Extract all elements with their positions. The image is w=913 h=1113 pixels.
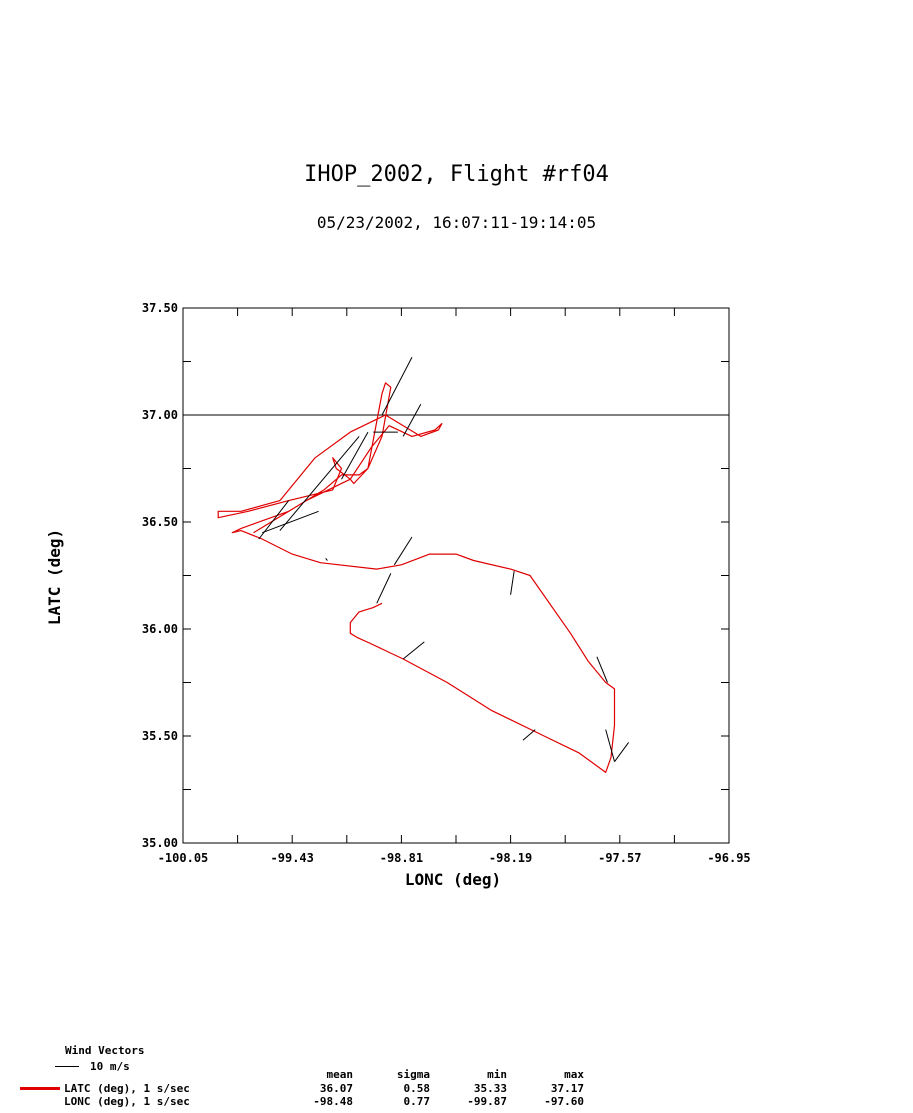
- wind-vector: [341, 431, 369, 480]
- x-tick-label: -98.81: [380, 851, 423, 865]
- wind-vector: [262, 510, 319, 534]
- wind-vector: [381, 356, 413, 416]
- lonc-max: -97.60: [544, 1095, 584, 1108]
- y-axis-label: LATC (deg): [45, 529, 64, 625]
- wind-vector: [325, 558, 328, 561]
- lonc-sigma: 0.77: [403, 1095, 431, 1108]
- wind-vector: [258, 500, 290, 540]
- x-axis-label: LONC (deg): [405, 870, 501, 889]
- x-tick-label: -99.43: [271, 851, 314, 865]
- stats-header-min: min: [487, 1068, 507, 1081]
- latc-mean: 36.07: [319, 1082, 353, 1095]
- stats-header-sigma: sigma: [396, 1068, 430, 1081]
- wind-vector: [510, 571, 515, 595]
- stats-header-mean: mean: [326, 1068, 354, 1081]
- x-tick-label: -96.95: [707, 851, 750, 865]
- latc-max: 37.17: [550, 1082, 584, 1095]
- wind-scale-legend-line: [55, 1066, 79, 1067]
- plot-frame: [182, 307, 730, 844]
- wind-vector: [393, 536, 413, 566]
- y-tick-label: 36.50: [142, 515, 178, 529]
- wind-vector: [279, 436, 360, 531]
- wind-vector: [605, 729, 615, 762]
- y-tick-label: 35.50: [142, 729, 178, 743]
- latc-legend-label: LATC (deg), 1 s/sec: [64, 1082, 190, 1095]
- x-tick-label: -98.19: [489, 851, 532, 865]
- lonc-mean: -98.48: [313, 1095, 353, 1108]
- x-tick-label: -97.57: [598, 851, 641, 865]
- wind-vector: [376, 573, 392, 604]
- wind-vector: [596, 656, 608, 683]
- x-tick-label: -100.05: [158, 851, 209, 865]
- y-tick-label: 37.00: [142, 408, 178, 422]
- wind-scale-label: 10 m/s: [90, 1060, 130, 1073]
- wind-vectors-legend-title: Wind Vectors: [65, 1044, 145, 1057]
- latc-legend-swatch: [20, 1087, 60, 1090]
- latc-sigma: 0.58: [403, 1082, 431, 1095]
- tick-marks: -100.05 -99.43 -98.81 -98.19 -97.57 -96.95 35.…: [142, 301, 751, 865]
- latc-min: 35.33: [473, 1082, 507, 1095]
- stats-header-max: max: [564, 1068, 584, 1081]
- y-tick-label: 35.00: [142, 836, 178, 850]
- lonc-min: -99.87: [467, 1095, 507, 1108]
- wind-vectors: [258, 356, 630, 762]
- axes: [182, 307, 730, 844]
- wind-vector: [402, 404, 422, 437]
- chart-subtitle: 05/23/2002, 16:07:11-19:14:05: [316, 213, 597, 232]
- series-line-latc: [217, 382, 616, 774]
- lonc-legend-label: LONC (deg), 1 s/sec: [64, 1095, 190, 1108]
- wind-vector: [614, 742, 630, 762]
- wind-vector: [402, 641, 425, 660]
- chart-title: IHOP_2002, Flight #rf04: [304, 162, 609, 187]
- y-tick-label: 37.50: [142, 301, 178, 315]
- flight-track: [217, 382, 616, 774]
- wind-vector: [522, 729, 536, 741]
- y-tick-label: 36.00: [142, 622, 178, 636]
